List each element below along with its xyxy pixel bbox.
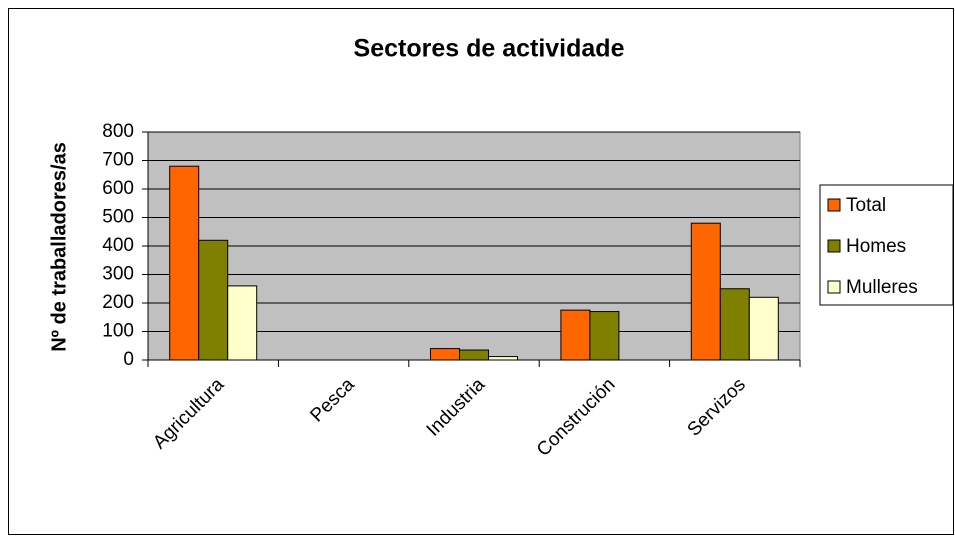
y-axis-label: Nº de traballadores/as — [48, 142, 70, 352]
bar — [719, 288, 750, 361]
legend-label: Mulleres — [846, 277, 918, 298]
y-tick-label: 100 — [102, 321, 134, 342]
legend-swatch — [827, 198, 841, 212]
y-tick-label: 200 — [102, 292, 134, 313]
bar — [589, 311, 620, 361]
bar — [690, 222, 721, 361]
chart-title: Sectores de actividade — [354, 35, 625, 63]
bar — [488, 356, 518, 361]
bar — [430, 348, 460, 361]
legend-label: Total — [846, 195, 886, 216]
y-tick-label: 0 — [123, 349, 134, 370]
bar — [748, 296, 779, 361]
y-tick-label: 800 — [102, 121, 134, 142]
bar — [227, 285, 258, 361]
bar — [198, 239, 229, 361]
legend-swatch — [827, 280, 841, 294]
bar — [459, 349, 489, 361]
legend-label: Homes — [846, 236, 906, 257]
y-tick-label: 300 — [102, 264, 134, 285]
y-tick-label: 400 — [102, 235, 134, 256]
legend-box — [819, 184, 954, 306]
y-tick-label: 600 — [102, 178, 134, 199]
bar — [560, 309, 591, 361]
y-tick-label: 500 — [102, 207, 134, 228]
y-tick-label: 700 — [102, 150, 134, 171]
bar — [169, 165, 200, 361]
legend-swatch — [827, 239, 841, 253]
